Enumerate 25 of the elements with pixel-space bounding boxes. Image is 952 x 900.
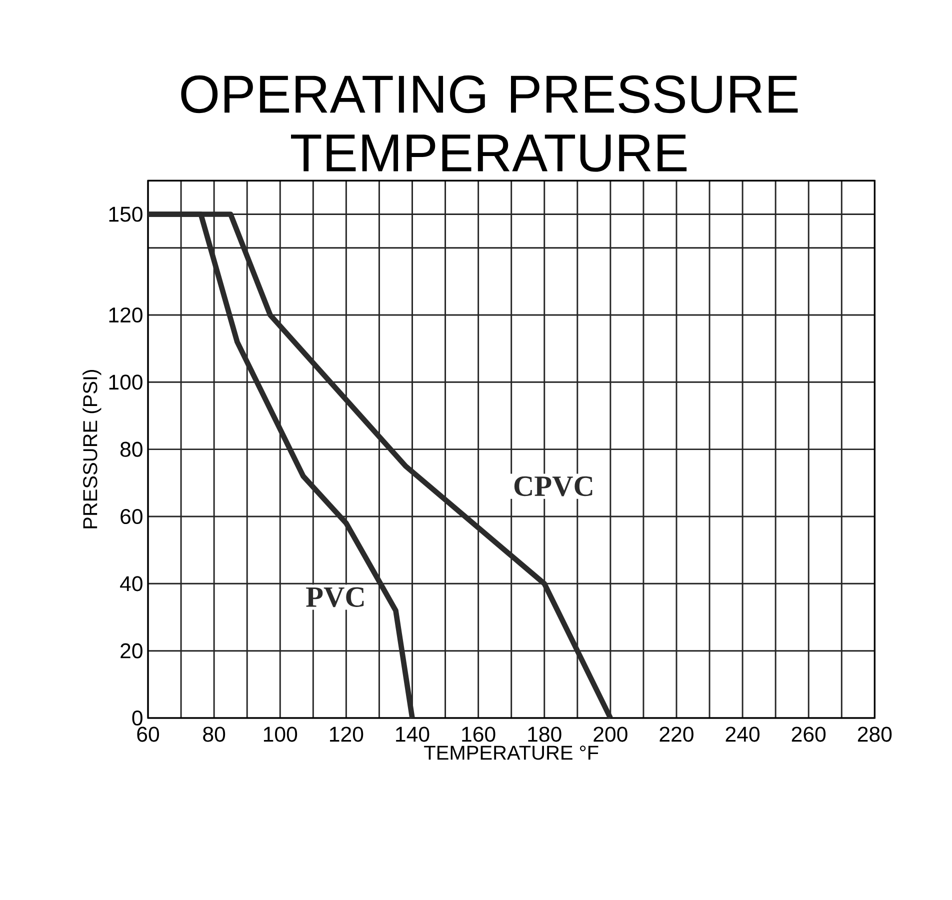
y-tick-label: 120	[109, 307, 142, 323]
chart-title: OPERATING PRESSURE TEMPERATURE	[181, 75, 798, 172]
x-tick-label: 120	[330, 726, 364, 742]
x-axis-title: TEMPERATURE °F	[424, 746, 598, 760]
x-tick-label: 160	[462, 726, 496, 742]
y-tick-label: 150	[109, 206, 142, 222]
x-tick-label: 100	[264, 726, 298, 742]
x-tick-label: 80	[203, 726, 226, 742]
y-tick-label: 40	[120, 576, 142, 592]
x-tick-label: 220	[660, 726, 694, 742]
series-label: CPVC	[514, 476, 592, 496]
series-label: PVC	[306, 587, 364, 608]
x-tick-label: 200	[594, 726, 628, 742]
y-tick-label: 80	[120, 442, 142, 457]
x-tick-label: 180	[528, 726, 562, 742]
y-tick-label: 60	[120, 508, 142, 524]
y-tick-label: 100	[109, 374, 142, 390]
x-tick-label: 280	[858, 726, 892, 742]
y-axis-title: PRESSURE (PSI)	[82, 370, 102, 528]
x-tick-label: 60	[137, 726, 160, 742]
y-tick-label: 0	[132, 710, 142, 726]
x-tick-label: 260	[792, 726, 826, 742]
x-tick-label: 140	[396, 726, 430, 742]
x-tick-label: 240	[726, 726, 760, 742]
y-tick-label: 20	[120, 643, 142, 658]
